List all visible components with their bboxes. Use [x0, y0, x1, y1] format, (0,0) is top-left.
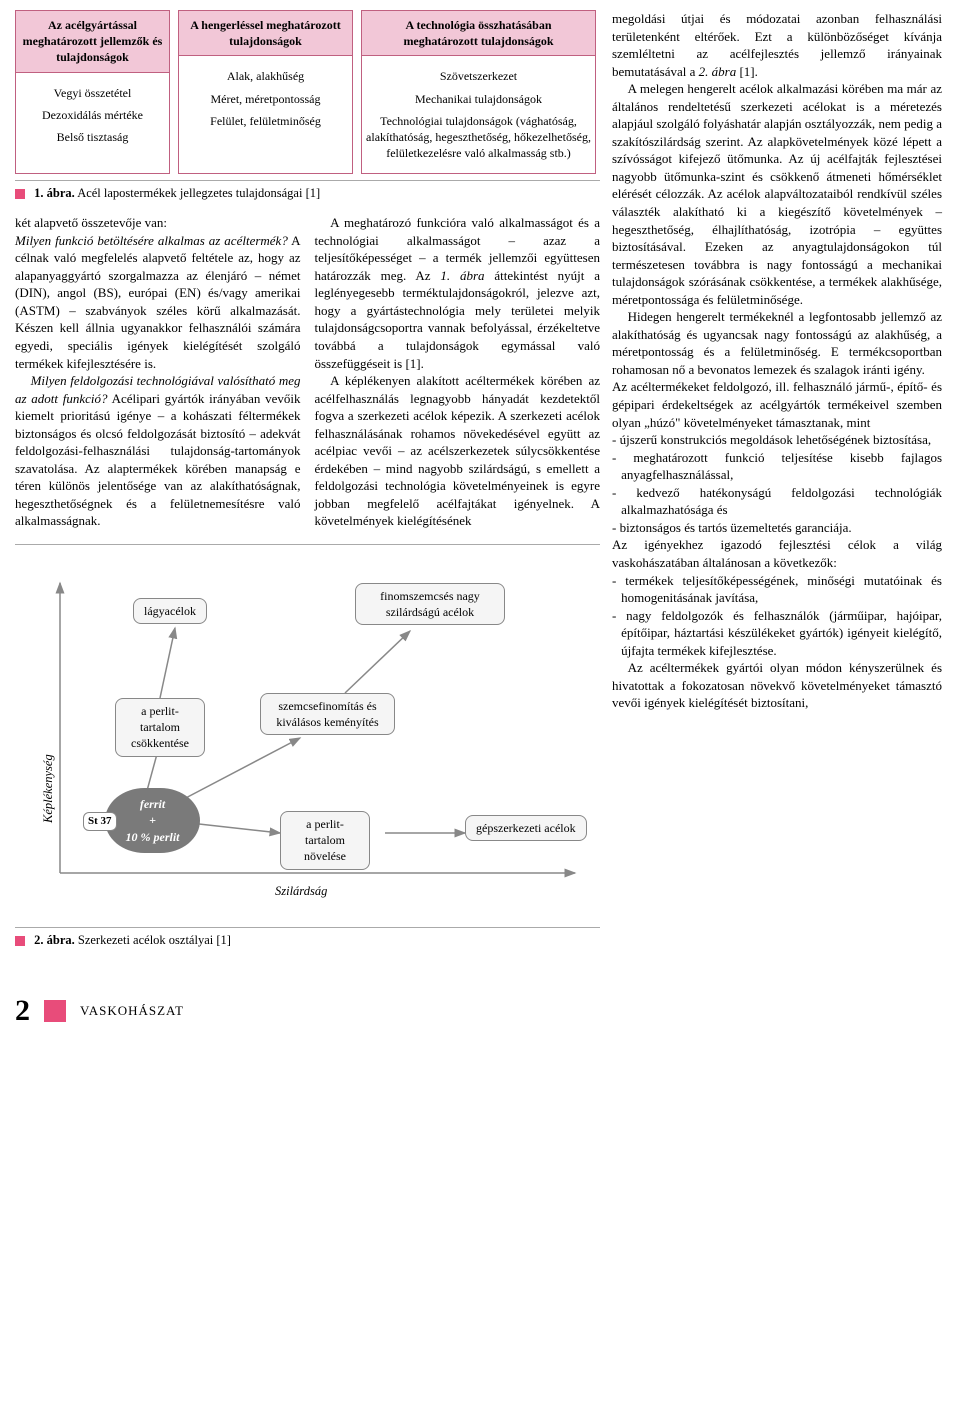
box2-row: Méret, méretpontosság — [183, 91, 348, 107]
list-item: - biztonságos és tartós üzemeltetés gara… — [612, 519, 942, 537]
st37-label: St 37 — [83, 812, 117, 831]
root-line: + — [149, 812, 156, 828]
body-text: [1]. — [739, 64, 757, 79]
body-text: Acélipari gyártók irányában vevőik kieme… — [15, 391, 301, 529]
list-item: - meghatározott funkció teljesítése kise… — [612, 449, 942, 484]
body-text: Hidegen hengerelt termékeknél a legfonto… — [612, 308, 942, 378]
x-axis-label: Szilárdság — [275, 883, 327, 900]
fig2-number: 2. ábra. — [34, 933, 75, 947]
box3-header: A technológia összhatásában meghatározot… — [362, 11, 595, 56]
node-perlite-increase: a perlit-tartalom növelése — [280, 811, 370, 870]
page-footer: 2 VASKOHÁSZAT — [15, 991, 945, 1032]
body-text: A melegen hengerelt acélok alkalmazási k… — [612, 80, 942, 308]
page-number: 2 — [15, 991, 30, 1032]
list-item: - nagy feldolgozók és felhasználók (járm… — [612, 607, 942, 660]
caption-marker-icon — [15, 936, 25, 946]
list-item: - újszerű konstrukciós megoldások lehető… — [612, 431, 942, 449]
fig1-caption: 1. ábra. Acél lapostermékek jellegzetes … — [15, 180, 600, 202]
body-text: két alapvető összetevője van: — [15, 215, 167, 230]
box3-row: Technológiai tulajdonságok (vághatóság, … — [366, 113, 591, 162]
box1-row: Belső tisztaság — [20, 129, 165, 145]
body-text: megoldási útjai és módozatai azonban fel… — [612, 11, 942, 79]
body-text: A célnak való megfelelés alapvető feltét… — [15, 233, 301, 371]
body-text: Az acéltermékek gyártói olyan módon kény… — [612, 659, 942, 712]
diagram-root: St 37 ferrit + 10 % perlit — [105, 788, 200, 853]
node-soft-steel: lágyacélok — [133, 598, 207, 624]
body-italic: 2. ábra — [699, 64, 737, 79]
body-columns: két alapvető összetevője van: Milyen fun… — [15, 214, 600, 530]
node-fine-grain: finomszemcsés nagy szilárdságú acélok — [355, 583, 505, 625]
fig2-diagram: St 37 ferrit + 10 % perlit lágyacélok fi… — [15, 544, 600, 923]
root-line: ferrit — [140, 796, 165, 812]
box-steelmaking: Az acélgyártással meghatározott jellemző… — [15, 10, 170, 174]
body-text: A képlékenyen alakított acéltermékek kör… — [315, 373, 601, 528]
body-text: Az igényekhez igazodó fejlesztési célok … — [612, 536, 942, 571]
root-line: 10 % perlit — [126, 829, 180, 845]
fig2-text: Szerkezeti acélok osztályai [1] — [78, 933, 231, 947]
box1-header: Az acélgyártással meghatározott jellemző… — [16, 11, 169, 73]
box3-row: Mechanikai tulajdonságok — [366, 91, 591, 107]
box1-row: Vegyi összetétel — [20, 85, 165, 101]
box2-row: Alak, alakhűség — [183, 68, 348, 84]
fig2-caption: 2. ábra. Szerkezeti acélok osztályai [1] — [15, 927, 600, 949]
fig1-boxes: Az acélgyártással meghatározott jellemző… — [15, 10, 600, 174]
fig1-text: Acél lapostermékek jellegzetes tulajdons… — [77, 186, 320, 200]
node-machine-steel: gépszerkezeti acélok — [465, 815, 587, 841]
list-item: - kedvező hatékonyságú feldolgozási tech… — [612, 484, 942, 519]
caption-marker-icon — [15, 189, 25, 199]
body-italic: Milyen funkció betöltésére alkalmas az a… — [15, 233, 288, 248]
box-technology: A technológia összhatásában meghatározot… — [361, 10, 596, 174]
body-italic: 1. ábra — [440, 268, 484, 283]
box1-row: Dezoxidálás mértéke — [20, 107, 165, 123]
footer-marker-icon — [44, 1000, 66, 1022]
fig1-number: 1. ábra. — [34, 186, 75, 200]
box2-header: A hengerléssel meghatározott tulajdonság… — [179, 11, 352, 56]
y-axis-label: Képlékenység — [40, 754, 57, 823]
body-text: áttekintést nyújt a leglényegesebb termé… — [315, 268, 601, 371]
box3-row: Szövetszerkezet — [366, 68, 591, 84]
box-rolling: A hengerléssel meghatározott tulajdonság… — [178, 10, 353, 174]
box2-row: Felület, felületminőség — [183, 113, 348, 129]
node-perlite-decrease: a perlit-tartalom csökkentése — [115, 698, 205, 757]
node-grain-refine: szemcsefinomítás és kiválásos keményítés — [260, 693, 395, 735]
magazine-name: VASKOHÁSZAT — [80, 1002, 184, 1020]
list-item: - termékek teljesítőképességének, minősé… — [612, 572, 942, 607]
right-column: megoldási útjai és módozatai azonban fel… — [612, 10, 942, 961]
body-text: Az acéltermékeket feldolgozó, ill. felha… — [612, 378, 942, 431]
